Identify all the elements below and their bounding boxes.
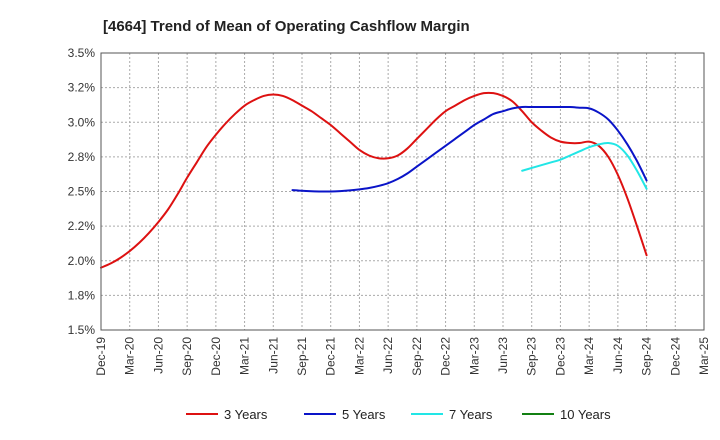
x-tick-label: Sep-21 bbox=[295, 337, 309, 376]
x-tick-label: Jun-23 bbox=[496, 337, 510, 374]
x-tick-label: Mar-21 bbox=[238, 337, 252, 375]
y-tick-label: 2.0% bbox=[68, 254, 96, 268]
x-tick-label: Mar-22 bbox=[352, 337, 366, 375]
x-tick-label: Mar-24 bbox=[582, 337, 596, 375]
legend-label-10-years: 10 Years bbox=[560, 407, 611, 422]
y-tick-label: 3.0% bbox=[68, 115, 96, 129]
x-tick-label: Jun-24 bbox=[611, 337, 625, 374]
x-tick-label: Dec-23 bbox=[553, 337, 567, 376]
y-tick-label: 3.5% bbox=[68, 46, 96, 60]
plot-border bbox=[100, 52, 705, 331]
chart-title: [4664] Trend of Mean of Operating Cashfl… bbox=[103, 18, 470, 35]
x-tick-label: Sep-23 bbox=[525, 337, 539, 376]
legend: 3 Years 5 Years 7 Years 10 Years bbox=[186, 407, 611, 422]
x-axis: Dec-19 Mar-20 Jun-20 Sep-20 Dec-20 Mar-21 Jun-… bbox=[94, 337, 711, 376]
x-tick-label: Mar-20 bbox=[123, 337, 137, 375]
x-tick-label: Mar-23 bbox=[467, 337, 481, 375]
series-line-5-years bbox=[291, 105, 648, 193]
y-tick-label: 2.2% bbox=[68, 219, 96, 233]
series-layer bbox=[100, 91, 648, 269]
series-line-3-years bbox=[100, 91, 648, 269]
y-tick-label: 2.5% bbox=[68, 185, 96, 199]
x-tick-label: Mar-25 bbox=[697, 337, 711, 375]
x-tick-label: Jun-21 bbox=[266, 337, 280, 374]
x-tick-label: Dec-24 bbox=[668, 337, 682, 376]
x-tick-label: Dec-22 bbox=[439, 337, 453, 376]
x-tick-label: Dec-19 bbox=[94, 337, 108, 376]
x-tick-label: Sep-24 bbox=[640, 337, 654, 376]
x-tick-label: Dec-20 bbox=[209, 337, 223, 376]
x-tick-label: Dec-21 bbox=[324, 337, 338, 376]
y-axis: 1.5% 1.8% 2.0% 2.2% 2.5% 2.8% 3.0% 3.2% 3.5% bbox=[68, 46, 96, 337]
x-tick-label: Sep-20 bbox=[180, 337, 194, 376]
legend-label-7-years: 7 Years bbox=[449, 407, 493, 422]
legend-label-5-years: 5 Years bbox=[342, 407, 386, 422]
y-tick-label: 1.5% bbox=[68, 323, 96, 337]
legend-label-3-years: 3 Years bbox=[224, 407, 268, 422]
y-tick-label: 2.8% bbox=[68, 150, 96, 164]
x-tick-label: Jun-20 bbox=[151, 337, 165, 374]
y-tick-label: 3.2% bbox=[68, 81, 96, 95]
x-tick-label: Jun-22 bbox=[381, 337, 395, 374]
x-tick-label: Sep-22 bbox=[410, 337, 424, 376]
series-line-7-years bbox=[521, 141, 648, 190]
y-tick-label: 1.8% bbox=[68, 288, 96, 302]
